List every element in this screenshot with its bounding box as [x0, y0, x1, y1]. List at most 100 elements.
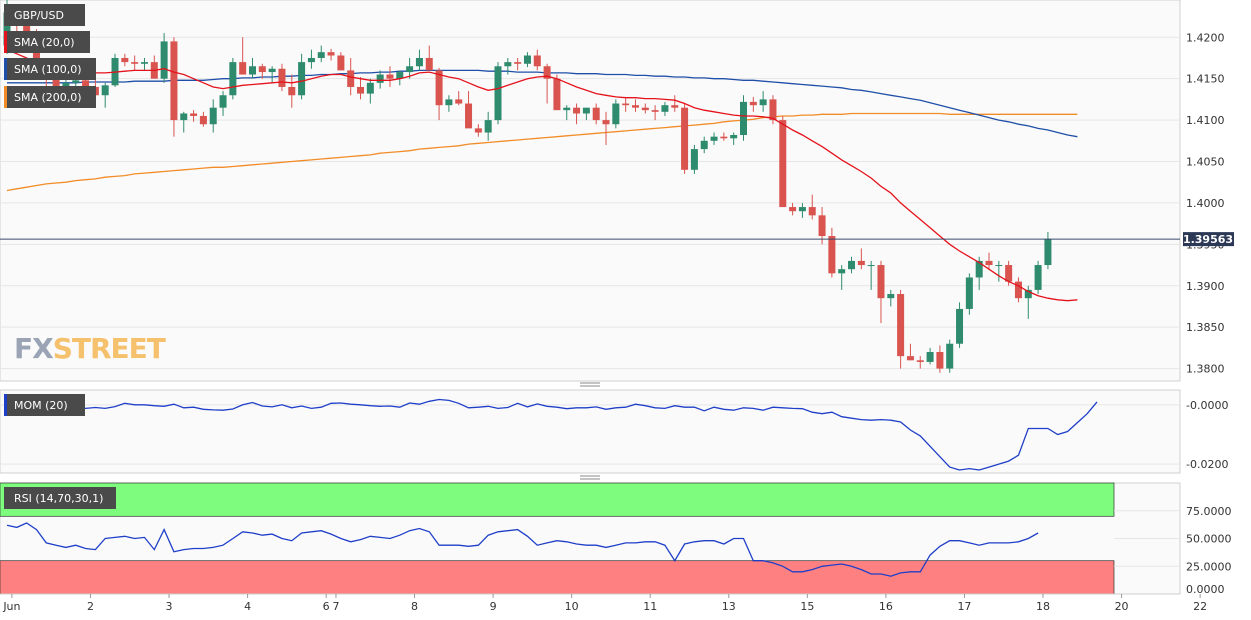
candle-body [573, 107, 581, 114]
x-axis: Jun234678910111315161718202223 [2, 594, 1207, 613]
rsi-overbought-zone [0, 482, 1115, 517]
candle [916, 356, 924, 369]
candle-body [121, 57, 129, 63]
candle [671, 95, 679, 112]
candle [563, 105, 571, 121]
candle [877, 260, 885, 324]
candle [258, 63, 266, 79]
candle-body [465, 103, 473, 129]
candle [209, 99, 217, 133]
candle-body [249, 66, 256, 75]
candle [278, 63, 286, 92]
candle-body [582, 107, 590, 114]
sma-20-path [6, 49, 1078, 302]
candle-body [425, 57, 433, 71]
candle-body [406, 66, 414, 73]
legend: GBP/USD SMA (20,0) SMA (100,0) SMA (200,… [4, 4, 96, 108]
candle [641, 103, 649, 114]
candle-body [690, 149, 698, 170]
candle-body [926, 352, 934, 362]
candle [661, 101, 669, 116]
candle [170, 37, 178, 137]
candle-body [730, 135, 738, 139]
candle-body [916, 360, 924, 362]
rsi-y-tick: 50.0000 [1186, 533, 1232, 546]
x-tick-label: 7 [332, 600, 339, 613]
mom-line [6, 396, 1098, 471]
candle-body [877, 265, 885, 299]
x-tick-label: 18 [1036, 600, 1050, 613]
price-y-tick: 1.4150 [1186, 73, 1225, 86]
price-grid [0, 36, 1180, 370]
candle [327, 48, 335, 61]
candle-body [592, 107, 600, 121]
rsi-oversold-zone [0, 560, 1115, 595]
x-tick-label: 17 [957, 600, 971, 613]
candle [965, 273, 973, 315]
candle-body [818, 215, 826, 237]
candle [740, 95, 747, 141]
candle-body [1034, 265, 1042, 290]
candle-body [504, 62, 512, 67]
candle-body [445, 99, 453, 106]
candle-body [543, 66, 551, 79]
last-price-rect [1183, 232, 1234, 247]
candle-body [612, 103, 620, 125]
legend-box-sma100 [4, 58, 96, 80]
last-price-badge: 1.39563 [1183, 232, 1234, 247]
candle [592, 103, 600, 125]
candle-body [651, 110, 659, 112]
candle-body [327, 52, 335, 56]
candle-body [681, 107, 689, 170]
candle [612, 99, 620, 129]
candle-body [455, 99, 463, 104]
candle [779, 115, 787, 208]
candle-body [779, 120, 787, 208]
candle-body [553, 78, 561, 111]
candle-body [219, 95, 227, 108]
candle-body [798, 207, 806, 212]
candle [759, 91, 767, 112]
candle [946, 339, 954, 373]
splitter-2[interactable] [580, 475, 600, 480]
mom-path [6, 396, 1098, 471]
candle [445, 95, 453, 112]
candle [357, 77, 365, 100]
candle-body [288, 86, 296, 96]
candle [1044, 231, 1052, 270]
candle-body [1044, 239, 1052, 266]
x-tick-label: 16 [879, 600, 893, 613]
price-y-tick: 1.4000 [1186, 197, 1225, 210]
candle [622, 96, 630, 112]
candle [140, 57, 148, 71]
candle-body [936, 352, 944, 369]
legend-box-rsi [4, 487, 116, 509]
legend-swatch-sma20 [4, 31, 7, 53]
candle [808, 194, 816, 220]
candle-body [180, 113, 188, 121]
candle [396, 70, 404, 86]
candle-body [357, 86, 365, 94]
candle [720, 132, 728, 141]
candle [494, 62, 502, 125]
candle [514, 57, 522, 71]
candle [131, 55, 139, 71]
splitter-1[interactable] [580, 382, 600, 387]
candle-body [170, 41, 178, 121]
candle [415, 49, 423, 71]
candle [455, 91, 463, 106]
x-tick-label: Jun [2, 600, 20, 613]
candle [730, 132, 738, 145]
candle [484, 111, 492, 141]
candle [288, 74, 296, 108]
candle-body [1005, 265, 1013, 282]
legend-mom-label: MOM (20) [14, 399, 68, 412]
candle-body [533, 55, 541, 67]
candle-body [710, 136, 718, 141]
sma-100-path [7, 69, 1078, 138]
candle [229, 57, 237, 100]
candle [857, 248, 865, 270]
candle-body [484, 120, 492, 133]
x-tick-label: 11 [643, 600, 657, 613]
